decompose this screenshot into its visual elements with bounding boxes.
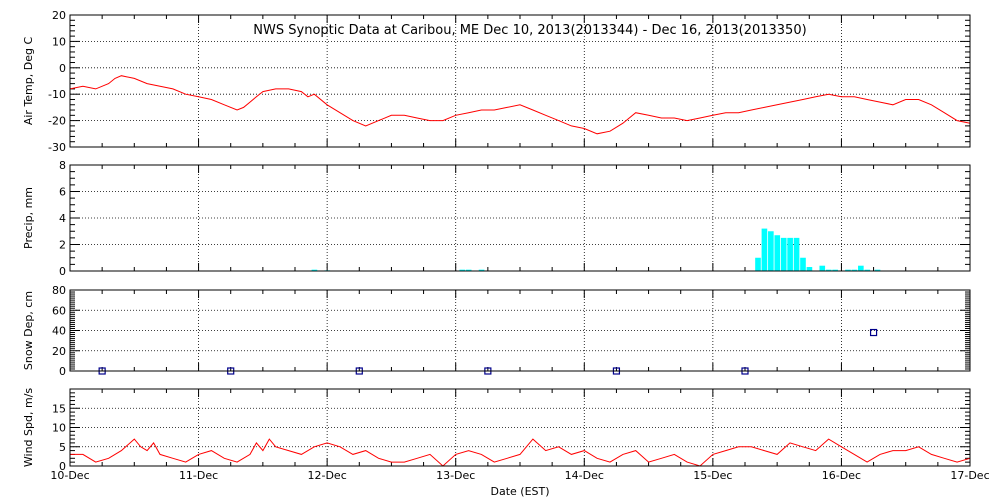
precip-bar: [858, 265, 864, 271]
panel-3: 80 60 40 20 0 Snow Dep, cm: [22, 284, 971, 378]
precip-bar: [864, 269, 871, 271]
y-tick-label: 0: [59, 265, 66, 278]
panel-frame: [69, 164, 971, 272]
y-tick-label: 20: [52, 345, 66, 358]
x-tick-label: 14-Dec: [565, 469, 604, 482]
precip-bar: [787, 237, 793, 271]
snow-depth-point: [869, 328, 878, 337]
precip-bar: [761, 228, 768, 271]
y-tick-label: -30: [48, 141, 66, 154]
panel-2: 8 6 4 2 0 Precip, mm: [22, 159, 971, 278]
wind-speed-line: [70, 438, 971, 467]
precip-bar: [465, 269, 472, 271]
chart-title: NWS Synoptic Data at Caribou, ME Dec 10,…: [253, 23, 806, 38]
panel-frame: [69, 289, 971, 372]
y-tick-label: 2: [59, 239, 66, 252]
x-tick-label: 15-Dec: [693, 469, 732, 482]
precip-bar: [478, 269, 485, 271]
y-tick-label: 6: [59, 186, 66, 199]
y-tick-label: 5: [59, 441, 66, 454]
x-axis-label: Date (EST): [490, 485, 549, 498]
y-tick-label: 10: [52, 35, 66, 48]
panel-frame: [69, 14, 971, 148]
air-temp-line: [69, 75, 971, 135]
precip-bar: [874, 269, 881, 271]
precip-bar: [806, 267, 813, 271]
precip-bar: [755, 257, 761, 271]
y-axis-label: Air Temp, Deg C: [22, 37, 35, 126]
x-tick-label: 13-Dec: [436, 469, 475, 482]
x-tick-label: 12-Dec: [308, 469, 347, 482]
y-tick-label: -10: [48, 88, 66, 101]
y-axis-label: Precip, mm: [22, 187, 35, 249]
y-tick-label: 80: [52, 284, 66, 297]
precip-bar: [845, 269, 851, 271]
x-tick-label: 16-Dec: [822, 469, 861, 482]
y-tick-label: 0: [59, 460, 66, 473]
y-axis-label: Snow Dep, cm: [22, 291, 35, 370]
panel-frame: [69, 388, 971, 467]
precip-bar: [311, 269, 318, 271]
y-tick-label: 0: [59, 62, 66, 75]
precip-bar: [780, 237, 787, 271]
x-tick-label: 11-Dec: [179, 469, 218, 482]
y-tick-label: 15: [52, 402, 66, 415]
x-tick-label: 10-Dec: [50, 469, 89, 482]
x-tick-label: 17-Dec: [950, 469, 989, 482]
precip-bar: [825, 269, 832, 271]
y-tick-label: 0: [59, 365, 66, 378]
precip-bar: [851, 269, 858, 271]
y-axis-label: Wind Spd, m/s: [22, 388, 35, 468]
y-tick-label: 60: [52, 304, 66, 317]
y-tick-label: 8: [59, 159, 66, 172]
panel-4: 15 10 5 0 Wind Spd, m/s: [22, 388, 971, 473]
y-tick-label: 10: [52, 422, 66, 435]
y-tick-label: 40: [52, 325, 66, 338]
precip-bar: [774, 235, 781, 271]
precip-bar: [768, 231, 774, 271]
precip-bar: [832, 269, 838, 271]
precip-bar: [819, 265, 826, 271]
precip-bar: [793, 237, 800, 271]
panel-1: 20 10 0 -10 -20 -30 Air Temp, Deg C: [22, 9, 971, 154]
y-tick-label: -20: [48, 115, 66, 128]
y-tick-label: 20: [52, 9, 66, 22]
y-tick-label: 4: [59, 212, 66, 225]
precip-bar: [800, 257, 806, 271]
precip-bar: [459, 269, 466, 271]
